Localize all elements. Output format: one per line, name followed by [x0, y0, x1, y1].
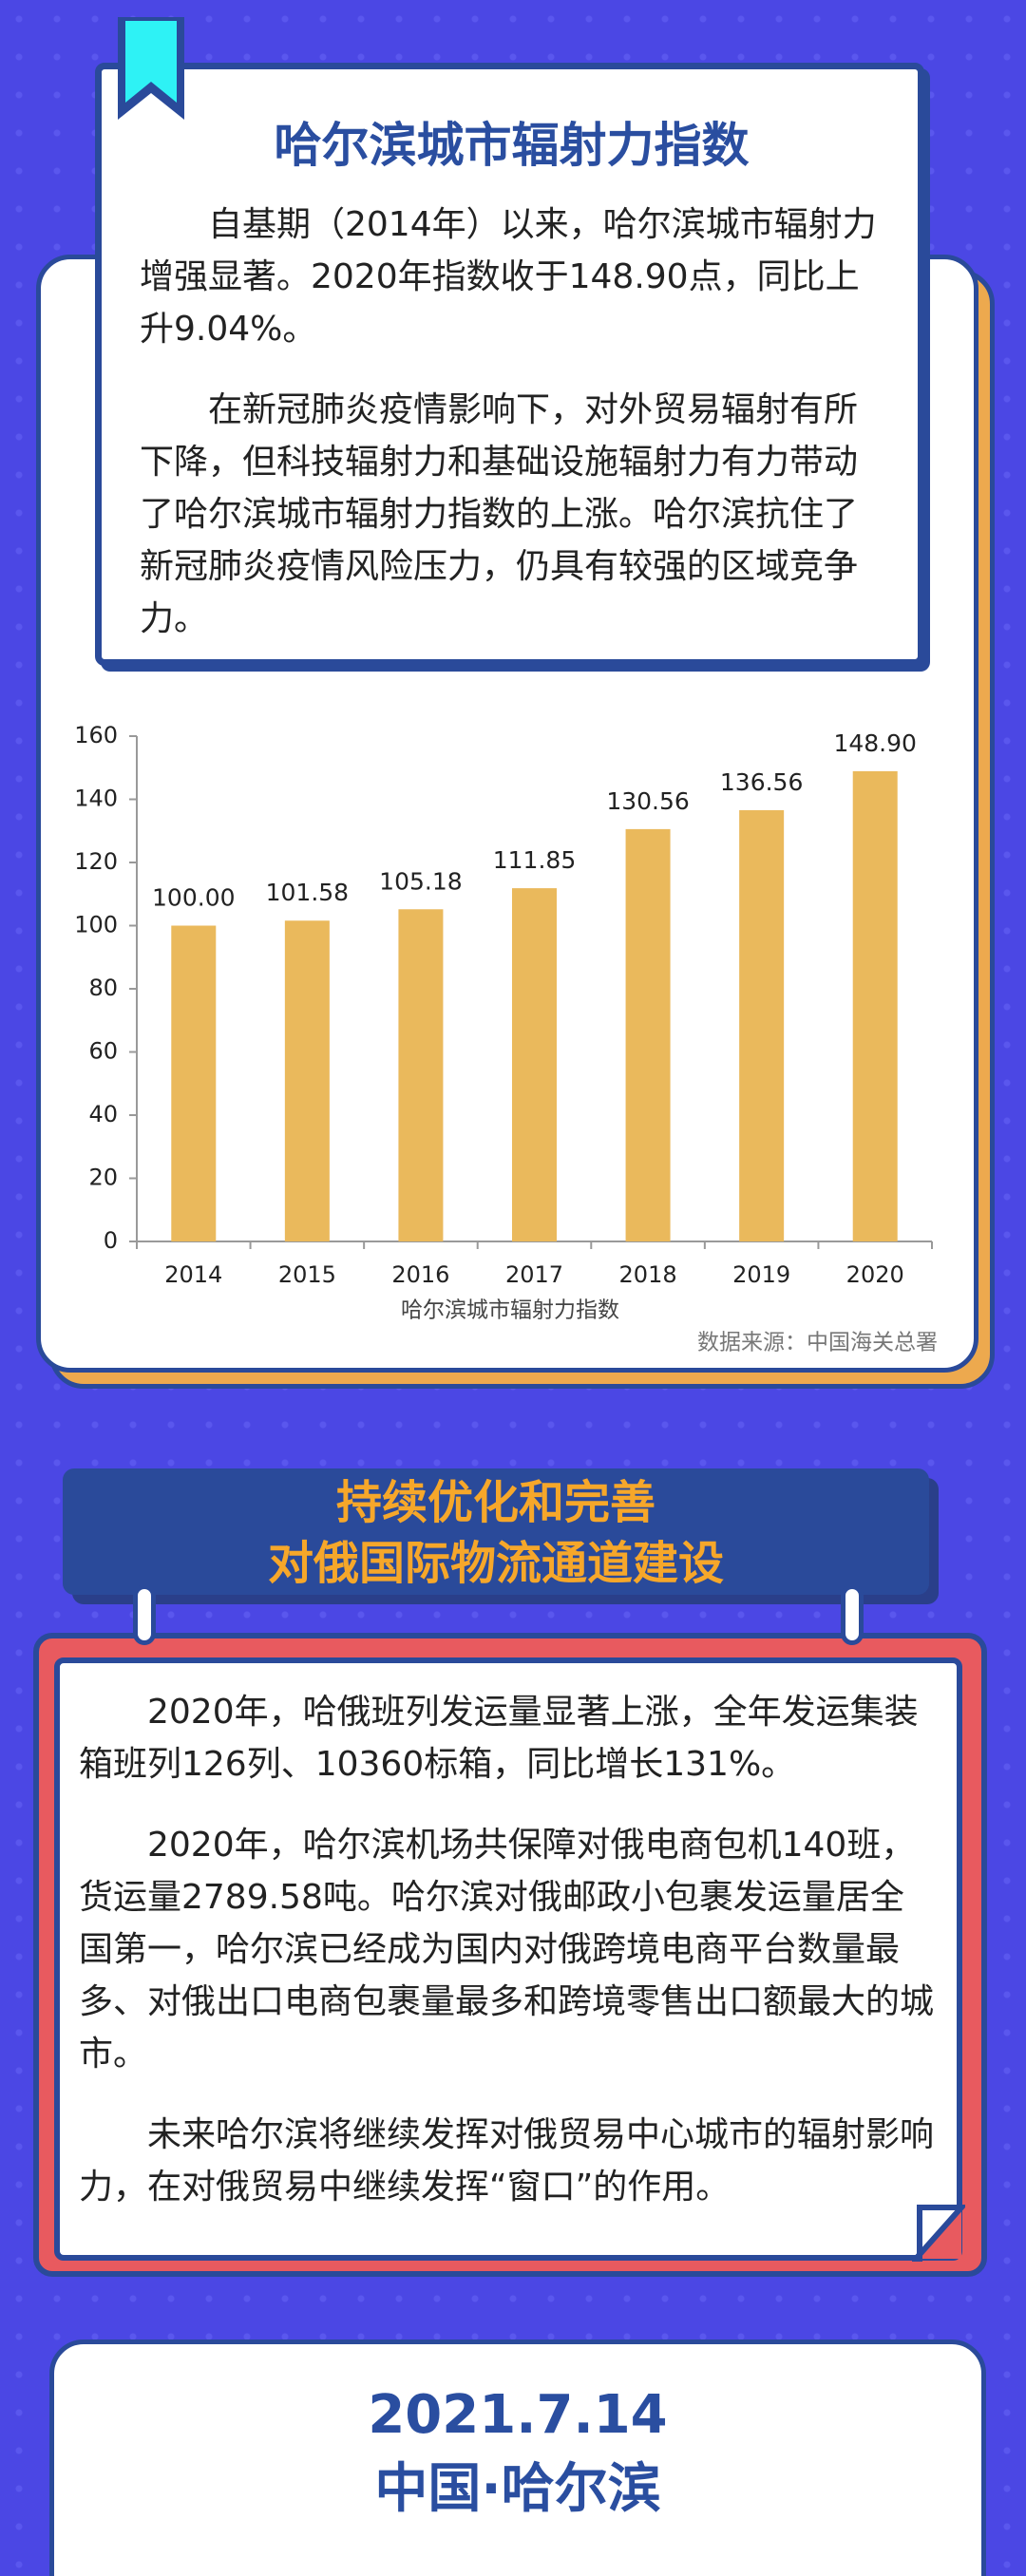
x-tick-label: 2015 [278, 1261, 336, 1288]
pin [133, 1584, 156, 1645]
value-label: 101.58 [266, 879, 349, 906]
y-tick-label: 160 [74, 722, 118, 748]
intro-title: 哈尔滨城市辐射力指数 [274, 118, 750, 173]
footer-date: 2021.7.14 [368, 2384, 668, 2446]
bar [512, 888, 557, 1241]
y-tick-label: 100 [74, 912, 118, 938]
x-axis-title: 哈尔滨城市辐射力指数 [401, 1298, 619, 1323]
logistics-card: 2020年，哈俄班列发运量显著上涨，全年发运集装箱班列126列、10360标箱，… [54, 1657, 962, 2261]
bar [398, 909, 444, 1241]
page-corner [912, 2205, 965, 2262]
value-label: 111.85 [493, 846, 576, 874]
bar [284, 920, 330, 1241]
source: 数据来源：中国海关总署 [697, 1331, 938, 1355]
value-label: 136.56 [720, 768, 803, 796]
footer-place: 中国·哈尔滨 [374, 2458, 661, 2520]
bar [852, 770, 898, 1241]
value-label: 100.00 [152, 884, 235, 912]
section-header: 持续优化和完善 对俄国际物流通道建设 [63, 1468, 929, 1595]
logistics-paragraph: 未来哈尔滨将继续发挥对俄贸易中心城市的辐射影响力，在对俄贸易中继续发挥“窗口”的… [79, 2115, 935, 2207]
value-label: 130.56 [606, 787, 689, 815]
bar [625, 828, 671, 1241]
y-tick-label: 40 [88, 1101, 118, 1127]
logistics-paragraph: 2020年，哈尔滨机场共保障对俄电商包机140班，货运量2789.58吨。哈尔滨… [79, 1826, 935, 2074]
intro-paragraph: 自基期（2014年）以来，哈尔滨城市辐射力增强显著。2020年指数收于148.9… [140, 205, 877, 349]
x-tick-label: 2019 [732, 1261, 790, 1288]
y-tick-label: 120 [74, 848, 118, 875]
y-tick-label: 140 [74, 786, 118, 812]
pin [841, 1584, 864, 1645]
x-tick-label: 2016 [391, 1261, 449, 1288]
y-tick-label: 80 [88, 975, 118, 1001]
value-label: 105.18 [379, 867, 462, 895]
x-tick-label: 2017 [505, 1261, 563, 1288]
section-title-line: 持续优化和完善 [335, 1476, 656, 1529]
footer-card: 2021.7.14 中国·哈尔滨 [49, 2339, 986, 2576]
y-tick-label: 60 [88, 1038, 118, 1065]
x-tick-label: 2018 [619, 1261, 677, 1288]
y-tick-label: 0 [104, 1227, 118, 1254]
logistics-paragraph: 2020年，哈俄班列发运量显著上涨，全年发运集装箱班列126列、10360标箱，… [79, 1693, 919, 1784]
bookmark [118, 17, 184, 120]
chart: 哈尔滨城市辐射力指数 数据来源：中国海关总署 0 20 40 60 80 100 120 14… [74, 722, 938, 1355]
bar [171, 925, 217, 1241]
x-tick-label: 2014 [164, 1261, 222, 1288]
x-tick-label: 2020 [846, 1261, 904, 1288]
intro-paragraph: 在新冠肺炎疫情影响下，对外贸易辐射有所下降，但科技辐射力和基础设施辐射力有力带动… [140, 390, 859, 638]
intro-box: 哈尔滨城市辐射力指数 自基期（2014年）以来，哈尔滨城市辐射力增强显著。202… [95, 63, 924, 666]
y-tick-label: 20 [88, 1165, 118, 1191]
value-label: 148.90 [833, 729, 916, 757]
bar [739, 809, 785, 1241]
section-title-line: 对俄国际物流通道建设 [267, 1537, 724, 1590]
